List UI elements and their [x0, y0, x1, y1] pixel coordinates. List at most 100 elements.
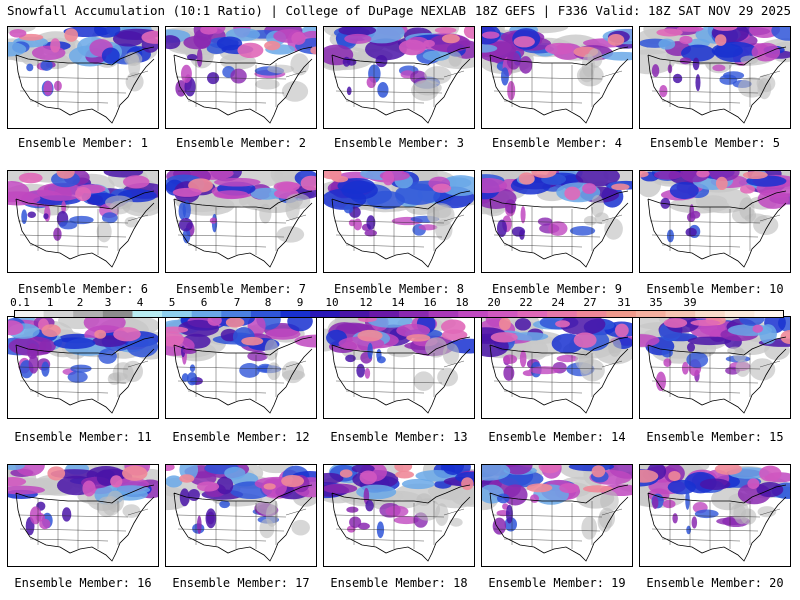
snowfall-map [166, 317, 316, 414]
colorbar-tick-label: 4 [136, 296, 144, 309]
ensemble-member-label: Ensemble Member: 17 [172, 576, 310, 590]
colorbar-swatch [73, 310, 104, 318]
snowfall-map [324, 317, 474, 414]
ensemble-panel [165, 464, 317, 567]
colorbar-tick-label: 7 [233, 296, 241, 309]
colorbar-tick-label: 31 [617, 296, 631, 309]
ensemble-panel [323, 316, 475, 419]
ensemble-panel [165, 170, 317, 273]
colorbar-swatch [310, 310, 341, 318]
ensemble-panel [323, 464, 475, 567]
snowfall-map [8, 171, 158, 268]
ensemble-panel [323, 170, 475, 273]
colorbar-tick-label: 12 [359, 296, 373, 309]
ensemble-panel [639, 464, 791, 567]
ensemble-member-label: Ensemble Member: 9 [491, 282, 623, 296]
colorbar-swatch [280, 310, 311, 318]
colorbar-tick-label: 14 [391, 296, 405, 309]
snowfall-map [8, 465, 158, 562]
snowfall-map [324, 171, 474, 268]
colorbar-tick-label: 3 [104, 296, 112, 309]
snowfall-map [482, 27, 632, 124]
ensemble-member-label: Ensemble Member: 6 [17, 282, 149, 296]
ensemble-panel [7, 464, 159, 567]
snowfall-colorbar [14, 310, 784, 318]
snowfall-map [482, 317, 632, 414]
colorbar-swatch [339, 310, 370, 318]
ensemble-member-label: Ensemble Member: 8 [333, 282, 465, 296]
colorbar-swatch [162, 310, 193, 318]
colorbar-swatch [399, 310, 430, 318]
colorbar-tick-label: 18 [455, 296, 469, 309]
colorbar-tick-label: 35 [649, 296, 663, 309]
ensemble-member-label: Ensemble Member: 10 [646, 282, 784, 296]
colorbar-tick-label: 2 [76, 296, 84, 309]
ensemble-panel [639, 26, 791, 129]
snowfall-map [640, 317, 790, 414]
colorbar-tick-label: 1 [46, 296, 54, 309]
ensemble-member-label: Ensemble Member: 19 [488, 576, 626, 590]
ensemble-member-label: Ensemble Member: 18 [330, 576, 468, 590]
ensemble-member-label: Ensemble Member: 16 [14, 576, 152, 590]
colorbar-tick-label: 9 [296, 296, 304, 309]
colorbar-swatch [132, 310, 163, 318]
colorbar-tick-label: 16 [423, 296, 437, 309]
snowfall-map [166, 171, 316, 268]
colorbar-swatch [102, 310, 133, 318]
colorbar-tick-label: 27 [583, 296, 597, 309]
colorbar-swatch [695, 310, 726, 318]
colorbar-tick-label: 10 [325, 296, 339, 309]
snowfall-map [166, 465, 316, 562]
ensemble-panel [7, 26, 159, 129]
ensemble-member-label: Ensemble Member: 3 [333, 136, 465, 150]
ensemble-member-label: Ensemble Member: 12 [172, 430, 310, 444]
ensemble-member-label: Ensemble Member: 2 [175, 136, 307, 150]
snowfall-map [482, 171, 632, 268]
colorbar-swatch [250, 310, 282, 318]
colorbar-swatch [547, 310, 578, 318]
colorbar-swatch [191, 310, 222, 318]
colorbar-swatch [576, 310, 607, 318]
ensemble-panel [7, 170, 159, 273]
colorbar-swatch [754, 310, 784, 318]
ensemble-panel [481, 26, 633, 129]
colorbar-swatch [428, 310, 459, 318]
ensemble-panel [165, 26, 317, 129]
colorbar-tick-label: 39 [683, 296, 697, 309]
colorbar-swatch [724, 310, 755, 318]
ensemble-panel [481, 170, 633, 273]
colorbar-swatch [458, 310, 489, 318]
model-run-info: 18Z GEFS | F336 Valid: 18Z SAT NOV 29 20… [474, 3, 791, 18]
ensemble-panel [639, 170, 791, 273]
ensemble-member-label: Ensemble Member: 1 [17, 136, 149, 150]
ensemble-member-label: Ensemble Member: 20 [646, 576, 784, 590]
chart-title: Snowfall Accumulation (10:1 Ratio) | Col… [7, 3, 467, 18]
ensemble-member-label: Ensemble Member: 13 [330, 430, 468, 444]
colorbar-swatch [369, 310, 400, 318]
ensemble-panel [165, 316, 317, 419]
colorbar-tick-label: 20 [487, 296, 501, 309]
ensemble-panel [323, 26, 475, 129]
colorbar-tick-label: 0.1 [10, 296, 30, 309]
ensemble-member-label: Ensemble Member: 5 [649, 136, 781, 150]
ensemble-member-label: Ensemble Member: 15 [646, 430, 784, 444]
snowfall-map [8, 27, 158, 124]
colorbar-swatch [14, 310, 45, 318]
colorbar-swatch [221, 310, 252, 318]
snowfall-map [482, 465, 632, 562]
ensemble-member-label: Ensemble Member: 7 [175, 282, 307, 296]
snowfall-map [166, 27, 316, 124]
snowfall-map [324, 27, 474, 124]
colorbar-swatch [665, 310, 696, 318]
colorbar-swatch [606, 310, 637, 318]
colorbar-swatch [635, 310, 667, 318]
snowfall-map [640, 27, 790, 124]
colorbar-swatch [517, 310, 548, 318]
snowfall-map [8, 317, 158, 414]
ensemble-panel [7, 316, 159, 419]
colorbar-tick-label: 8 [264, 296, 272, 309]
snowfall-map [324, 465, 474, 562]
snowfall-map [640, 171, 790, 268]
ensemble-member-label: Ensemble Member: 4 [491, 136, 623, 150]
colorbar-swatch [487, 310, 518, 318]
